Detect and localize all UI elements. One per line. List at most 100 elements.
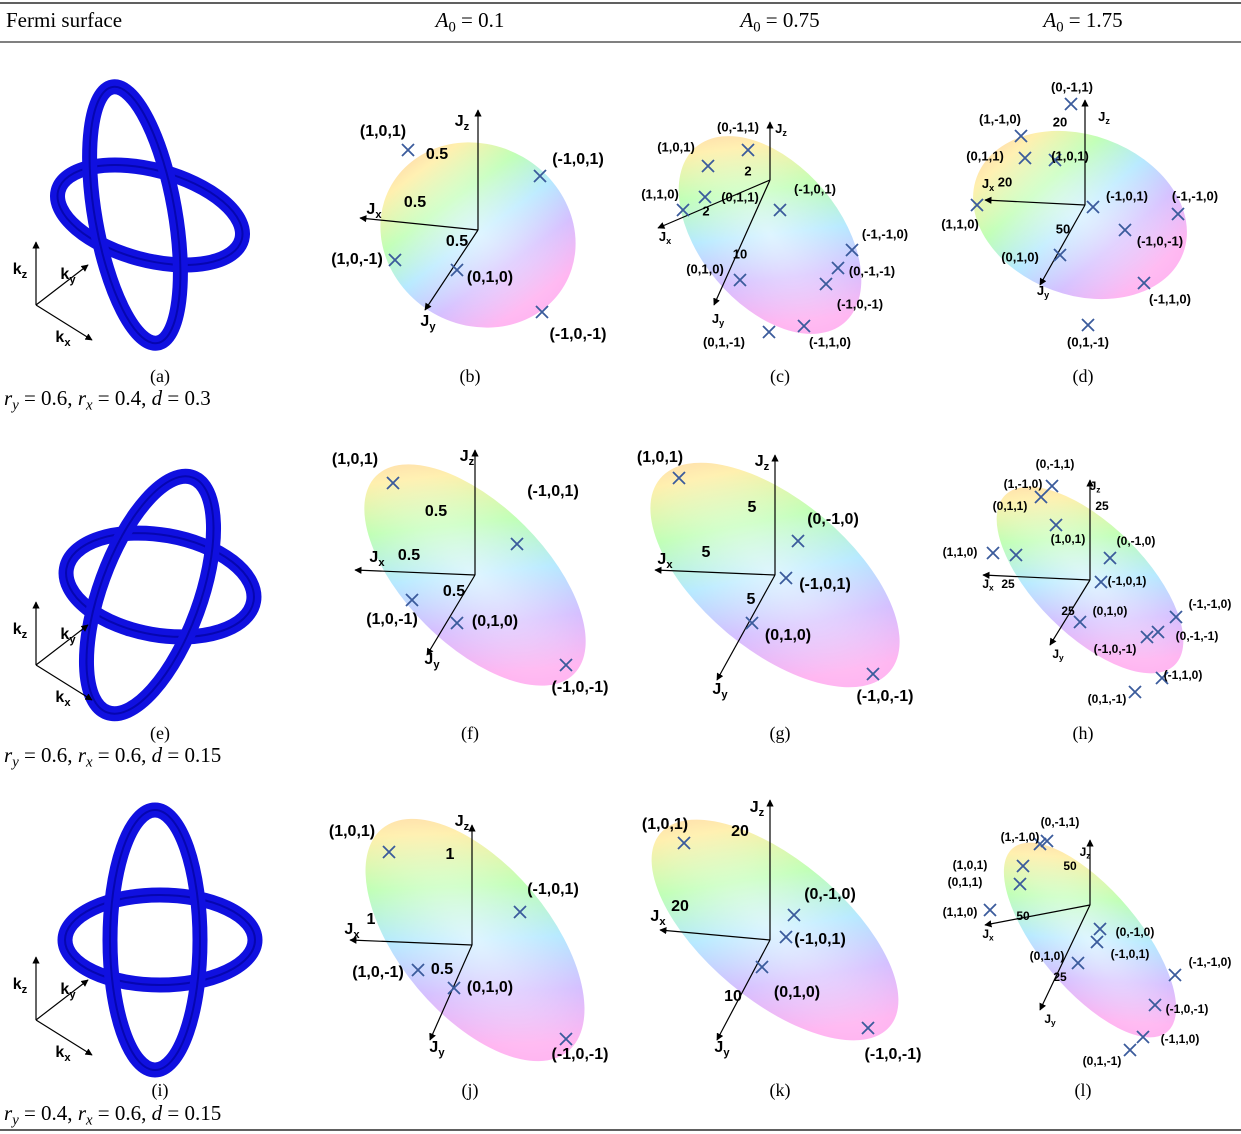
direction-label: (0,1,0) — [467, 979, 513, 996]
cross-marker — [745, 616, 759, 630]
tick-label: 0.5 — [398, 547, 420, 564]
direction-label: (-1,0,1) — [794, 181, 836, 196]
direction-label: (0,1,1) — [993, 499, 1028, 513]
direction-label: (0,-1,0) — [1116, 925, 1155, 939]
direction-label: (1,0,1) — [332, 451, 378, 468]
tick-label: 0.5 — [426, 146, 448, 163]
cross-marker — [970, 198, 984, 212]
direction-label: (-1,0,-1) — [552, 679, 609, 696]
cross-marker — [1064, 97, 1078, 111]
tick-label: 20 — [998, 174, 1012, 189]
cross-marker — [535, 305, 549, 319]
axis-line — [35, 264, 89, 306]
direction-label: (-1,0,-1) — [865, 1046, 922, 1063]
text-segment: J — [659, 229, 666, 244]
text-segment: J — [1044, 1012, 1051, 1026]
cross-marker — [513, 905, 527, 919]
subscript: x — [666, 236, 671, 246]
axis-label: Jz — [755, 453, 770, 473]
cross-marker — [797, 319, 811, 333]
axis-label: kz — [13, 976, 28, 996]
text-segment: r — [78, 1101, 87, 1125]
cross-marker — [405, 593, 419, 607]
panel: 20 20 10 (1,0,1) (0,-1,0) (-1,0,1) (0,1,0) (-1,… — [642, 799, 922, 1063]
text-segment: d — [152, 1101, 163, 1125]
direction-label: (-1,-1,0) — [1189, 597, 1232, 611]
text-segment: Fermi surface — [6, 8, 122, 32]
direction-label: (1,0,1) — [642, 816, 688, 833]
axis-line — [657, 179, 771, 229]
direction-label: (-1,0,-1) — [837, 296, 883, 311]
text-segment: k — [13, 976, 22, 993]
axis-label: Jy — [429, 1039, 445, 1059]
direction-label: (-1,-1,0) — [862, 226, 908, 241]
direction-label: (0,1,0) — [1093, 604, 1128, 618]
cross-marker — [1090, 935, 1104, 949]
cross-marker — [779, 571, 793, 585]
axis-label: Jy — [714, 1039, 730, 1059]
panel — [32, 802, 263, 1078]
axis-label: Jx — [366, 201, 382, 221]
direction-label: (0,-1,0) — [804, 886, 856, 903]
cross-marker — [1094, 575, 1108, 589]
direction-label: (0,1,1) — [721, 189, 759, 204]
surface-sheen — [380, 142, 576, 328]
text-segment: = 0.3 — [162, 386, 211, 410]
tick-label: 5 — [747, 591, 756, 608]
panel-caption: (l) — [1075, 1080, 1092, 1101]
cross-marker — [779, 930, 793, 944]
cross-marker — [698, 190, 712, 204]
cross-marker — [386, 476, 400, 490]
axis-label: ky — [60, 626, 76, 646]
direction-label: (-1,0,1) — [794, 931, 846, 948]
axis-label: Jx — [657, 551, 673, 571]
direction-label: (-1,0,-1) — [550, 326, 607, 343]
axis-label: Jz — [1098, 109, 1110, 126]
subscript: x — [989, 933, 994, 943]
cross-marker — [1049, 518, 1063, 532]
cross-marker — [1014, 129, 1028, 143]
axis-label: Jy — [712, 311, 725, 328]
text-segment: J — [344, 921, 353, 938]
text-segment: J — [750, 799, 759, 816]
direction-label: (-1,0,1) — [527, 881, 579, 898]
subscript: y — [723, 1047, 730, 1059]
axis-line — [1049, 579, 1091, 646]
cross-marker — [1034, 490, 1048, 504]
subscript: z — [469, 456, 475, 468]
tick-label: 2 — [702, 203, 709, 218]
tick-label: 25 — [1053, 970, 1067, 984]
cross-marker — [533, 169, 547, 183]
cross-marker — [1013, 877, 1027, 891]
direction-label: (1,0,-1) — [331, 251, 383, 268]
cross-marker — [1033, 837, 1047, 851]
text-segment: J — [455, 813, 464, 830]
subscript: 0 — [1056, 20, 1063, 36]
text-segment: J — [982, 927, 989, 941]
axis-label: Jx — [982, 176, 994, 193]
text-segment: k — [55, 689, 64, 706]
panel-caption: (c) — [770, 366, 790, 387]
text-segment: = 0.15 — [162, 743, 221, 767]
tick-label: 25 — [1095, 499, 1109, 513]
subscript: x — [64, 1052, 71, 1064]
tick-label: 20 — [731, 823, 749, 840]
axis-line — [429, 944, 473, 1041]
subscript: z — [1096, 485, 1100, 495]
cross-marker — [1009, 548, 1023, 562]
subscript: y — [69, 274, 76, 286]
panel-caption: (h) — [1073, 723, 1094, 744]
cross-marker — [1151, 625, 1165, 639]
direction-label: (0,1,-1) — [1067, 334, 1109, 349]
subscript: z — [464, 121, 470, 133]
text-segment: J — [982, 577, 989, 591]
subscript: z — [759, 807, 765, 819]
direction-label: (-1,0,1) — [1106, 188, 1148, 203]
subscript: y — [719, 318, 725, 328]
axis-label: kz — [13, 261, 28, 281]
cross-marker — [450, 616, 464, 630]
fermi-ring-shade — [65, 532, 255, 638]
text-segment: k — [60, 626, 69, 643]
axis-line — [716, 574, 776, 681]
subscript: x — [85, 755, 93, 771]
